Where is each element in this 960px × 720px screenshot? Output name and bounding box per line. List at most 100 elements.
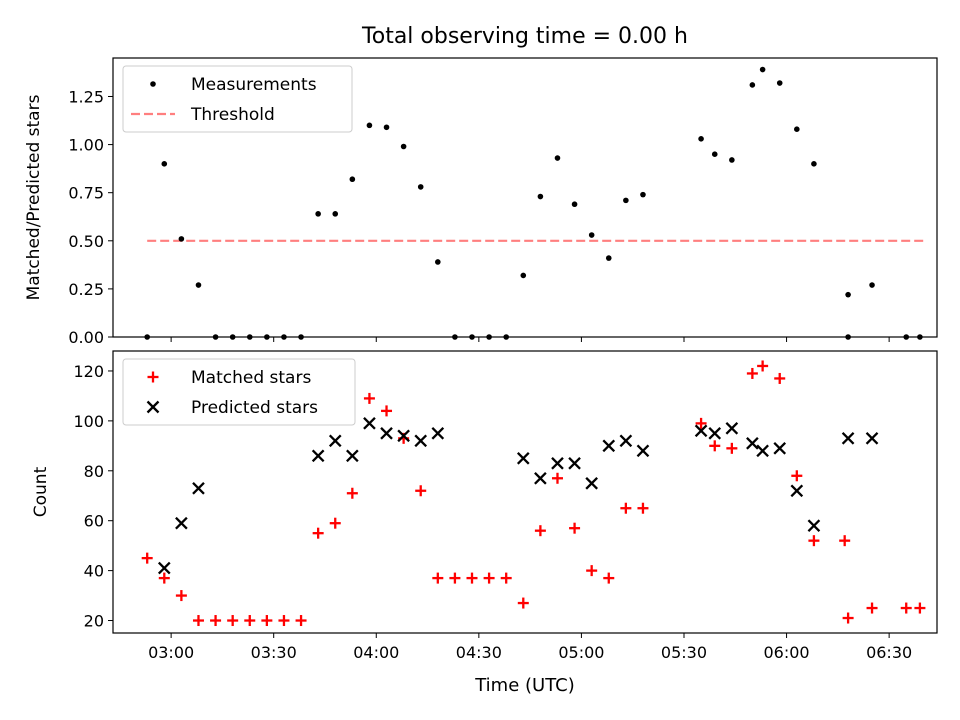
measurement-point [845, 334, 851, 340]
measurement-point [776, 80, 783, 86]
predicted-stars-mark [694, 424, 708, 438]
predicted-stars-point [363, 417, 376, 430]
predicted-stars-mark [175, 516, 188, 530]
matched-stars-point [791, 470, 803, 482]
count-panel: 20 40 60 80 100 120 03:00 03:30 04:00 04:30 05:00 0… [31, 350, 938, 662]
measurement-point [903, 334, 910, 340]
x-tick-label: 03:00 [148, 643, 194, 662]
matched-stars-point [312, 527, 324, 539]
y-axis-label: Count [31, 466, 51, 517]
matched-stars-point [569, 522, 581, 534]
matched-stars-point [695, 417, 707, 429]
x-tick-label: 06:00 [764, 643, 810, 662]
measurement-point [759, 66, 766, 73]
matched-stars-point [141, 552, 153, 564]
legend-label: Matched stars [191, 368, 311, 388]
predicted-stars-point [192, 481, 205, 495]
matched-stars-point [586, 565, 598, 577]
predicted-stars-point [807, 519, 821, 533]
matched-stars-point [278, 615, 290, 627]
matched-stars-point [517, 597, 529, 609]
predicted-stars-mark [397, 429, 410, 443]
matched-stars-point [839, 535, 851, 547]
predicted-stars-mark [568, 456, 581, 470]
legend-label: Measurements [191, 75, 317, 95]
measurement-point [229, 334, 236, 340]
measurement-point [281, 334, 287, 340]
measurement-point [588, 232, 595, 238]
matched-stars-point [757, 360, 769, 372]
measurement-point [917, 334, 923, 340]
predicted-stars-mark [192, 481, 205, 495]
y-tick-label: 0.00 [68, 328, 104, 347]
legend-label: Predicted stars [191, 398, 318, 418]
y-tick-label: 1.25 [68, 87, 104, 106]
predicted-stars-point [311, 449, 325, 463]
matched-stars-point [415, 485, 427, 497]
measurement-point [332, 211, 339, 217]
predicted-stars-point [431, 427, 445, 440]
measurement-point [315, 211, 321, 217]
measurement-point [178, 236, 185, 242]
matched-stars-point [774, 372, 786, 384]
predicted-stars-point [619, 434, 633, 448]
measurement-point [349, 176, 356, 183]
predicted-stars-point [865, 432, 879, 445]
predicted-stars-mark [431, 427, 445, 440]
predicted-stars-point [568, 456, 581, 470]
measurement-point [452, 334, 458, 340]
predicted-stars-mark [328, 434, 342, 448]
measurement-point [161, 161, 168, 167]
matched-stars-point [295, 615, 307, 627]
predicted-stars-point [746, 437, 759, 450]
matched-stars-point [449, 572, 461, 584]
matched-stars-point [346, 487, 358, 499]
matched-stars-point [466, 572, 478, 584]
measurement-point [698, 136, 704, 142]
matched-stars-point [192, 615, 204, 627]
ratio-panel: 0.00 0.25 0.50 0.75 1.00 1.25 Matched/Predicte… [24, 57, 938, 347]
predicted-stars-point [516, 451, 530, 465]
predicted-stars-mark [157, 561, 171, 575]
predicted-stars-point [602, 439, 616, 453]
measurement-point [246, 334, 253, 340]
measurement-point [417, 184, 424, 190]
legend: Matched stars Predicted stars [122, 358, 356, 426]
predicted-stars-mark [807, 519, 821, 533]
predicted-stars-mark [636, 444, 650, 458]
predicted-stars-mark [790, 484, 804, 498]
x-tick-label: 05:30 [661, 643, 707, 662]
predicted-stars-mark [619, 434, 633, 448]
y-tick-label: 40 [84, 562, 104, 581]
predicted-stars-point [397, 429, 410, 443]
measurement-point [537, 193, 544, 200]
y-tick-label: 0.75 [68, 184, 104, 203]
predicted-stars-mark [756, 444, 769, 458]
measurement-point [298, 334, 304, 340]
predicted-stars-mark [746, 437, 759, 450]
measurement-point [212, 334, 219, 340]
predicted-stars-mark [708, 427, 722, 440]
y-tick-label: 120 [73, 362, 104, 381]
matched-stars-point [866, 602, 878, 614]
legend-marker-measurements [150, 81, 156, 87]
x-tick-label: 06:30 [866, 643, 912, 662]
predicted-stars-mark [534, 471, 547, 485]
legend-marker-predicted [146, 400, 160, 414]
measurement-point [811, 161, 817, 167]
matched-stars-point [227, 615, 239, 627]
plot-frame [112, 350, 938, 634]
predicted-stars-mark [585, 476, 598, 490]
chart-title: Total observing time = 0.00 h [361, 24, 688, 49]
measurement-point [383, 124, 390, 131]
y-tick-label: 1.00 [68, 136, 104, 155]
measurement-point [640, 191, 646, 198]
predicted-stars-point [157, 561, 171, 575]
legend-label: Threshold [190, 105, 275, 125]
plot-frame [112, 57, 938, 338]
predicted-stars-mark [363, 417, 376, 430]
measurement-point [571, 201, 578, 208]
measurement-point [366, 122, 373, 129]
matched-stars-point [363, 392, 375, 404]
